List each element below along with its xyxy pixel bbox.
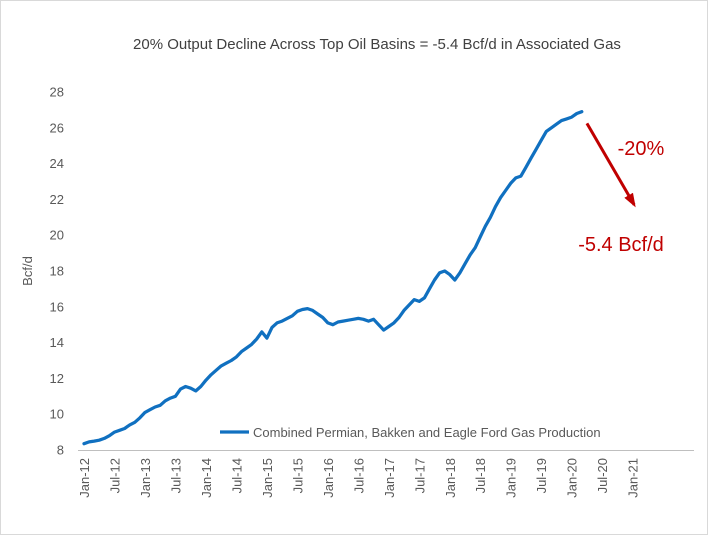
gas-production-line-series (82, 110, 584, 446)
x-tick-label: Jul-16 (351, 458, 366, 493)
y-tick-label: 14 (50, 335, 64, 350)
y-tick-label: 22 (50, 192, 64, 207)
y-tick-label: 10 (50, 407, 64, 422)
decline-abs-label: -5.4 Bcf/d (578, 234, 664, 256)
x-tick-label: Jul-13 (168, 458, 183, 493)
y-tick-label: 8 (57, 443, 64, 458)
x-tick-label: Jan-17 (382, 458, 397, 498)
x-axis-tick-labels: Jan-12 Jul-12 Jan-13 Jul-13 Jan-14 Jul-14 Jan-… (77, 458, 641, 498)
y-tick-label: 28 (50, 85, 64, 100)
x-tick-label: Jan-14 (199, 458, 214, 498)
x-tick-label: Jan-21 (626, 458, 641, 498)
x-tick-label: Jan-18 (443, 458, 458, 498)
x-tick-label: Jan-12 (77, 458, 92, 498)
legend: Combined Permian, Bakken and Eagle Ford … (220, 425, 601, 440)
x-tick-label: Jul-19 (534, 458, 549, 493)
y-axis-tick-labels: 8 10 12 14 16 18 20 22 24 26 28 (50, 85, 64, 458)
decline-pct-label: -20% (618, 138, 665, 160)
y-tick-label: 12 (50, 371, 64, 386)
y-tick-label: 24 (50, 156, 64, 171)
x-tick-label: Jul-20 (595, 458, 610, 493)
x-tick-label: Jul-18 (473, 458, 488, 493)
x-tick-label: Jan-16 (321, 458, 336, 498)
x-tick-label: Jan-15 (260, 458, 275, 498)
y-tick-label: 26 (50, 120, 64, 135)
x-tick-label: Jul-12 (107, 458, 122, 493)
x-tick-label: Jan-20 (565, 458, 580, 498)
y-tick-label: 16 (50, 299, 64, 314)
decline-arrow (585, 122, 636, 208)
x-tick-label: Jul-15 (290, 458, 305, 493)
x-tick-label: Jul-17 (412, 458, 427, 493)
x-tick-label: Jan-19 (504, 458, 519, 498)
legend-label: Combined Permian, Bakken and Eagle Ford … (253, 425, 601, 440)
chart-title: 20% Output Decline Across Top Oil Basins… (133, 36, 621, 53)
x-tick-label: Jan-13 (138, 458, 153, 498)
y-tick-label: 20 (50, 228, 64, 243)
y-axis-title: Bcf/d (20, 256, 35, 286)
x-tick-label: Jul-14 (229, 458, 244, 493)
decline-annotation: -20% -5.4 Bcf/d (578, 122, 665, 256)
y-tick-label: 18 (50, 264, 64, 279)
